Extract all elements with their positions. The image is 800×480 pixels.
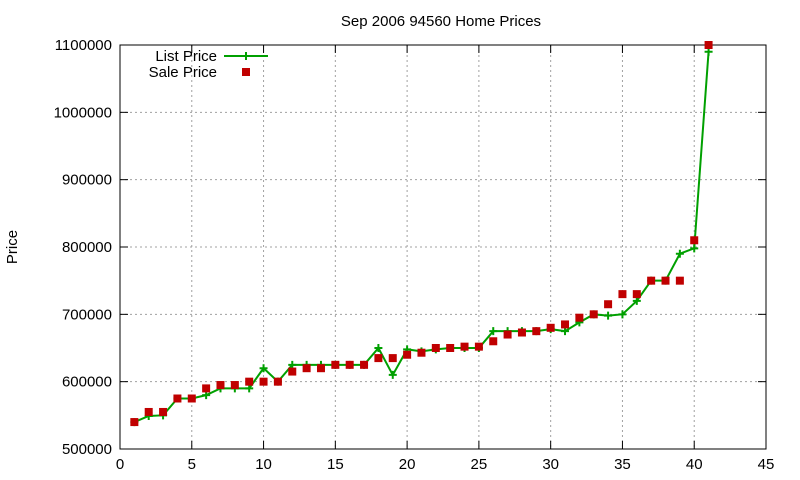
sale-price-point xyxy=(474,342,483,351)
sale-price-point xyxy=(632,290,641,299)
list-price-point xyxy=(202,391,211,400)
x-tick-label: 15 xyxy=(327,456,344,473)
y-tick-label: 500000 xyxy=(62,441,112,458)
sale-price-point xyxy=(144,407,153,416)
sale-price-point xyxy=(546,323,555,332)
y-tick-label: 900000 xyxy=(62,172,112,189)
x-tick-label: 0 xyxy=(116,456,124,473)
list-price-point xyxy=(690,244,699,253)
sale-price-point xyxy=(604,300,613,309)
sale-price-point xyxy=(245,377,254,386)
x-tick-label: 25 xyxy=(471,456,488,473)
y-tick-label: 800000 xyxy=(62,239,112,256)
list-price-point xyxy=(245,384,254,393)
sale-price-point xyxy=(288,367,297,376)
x-tick-label: 35 xyxy=(614,456,631,473)
x-tick-label: 40 xyxy=(686,456,703,473)
sale-price-point xyxy=(460,342,469,351)
sale-price-point xyxy=(374,354,383,363)
sale-price-point xyxy=(446,344,455,352)
sale-price-point xyxy=(489,337,498,346)
axis-ticks xyxy=(119,44,767,450)
sale-price-point xyxy=(417,348,426,357)
list-price-point xyxy=(388,370,397,379)
sale-price-point xyxy=(230,381,239,390)
series-list-price xyxy=(130,47,713,427)
sale-price-point xyxy=(187,394,196,403)
sale-price-point xyxy=(202,384,211,393)
list-price-point xyxy=(489,327,498,336)
list-price-point xyxy=(632,296,641,305)
data-series xyxy=(130,41,713,427)
sale-price-point xyxy=(575,313,584,322)
list-price-point xyxy=(618,310,627,319)
sale-price-point xyxy=(517,328,526,337)
x-axis-tick-labels: 0 5 10 15 20 25 30 35 40 45 xyxy=(116,456,775,473)
y-tick-label: 700000 xyxy=(62,306,112,323)
legend-label-list-price: List Price xyxy=(155,48,217,65)
list-price-point xyxy=(374,344,383,352)
list-price-point xyxy=(259,364,268,373)
sale-price-point xyxy=(403,350,412,359)
y-tick-label: 1000000 xyxy=(54,104,112,121)
list-price-point xyxy=(561,327,570,336)
sale-price-point xyxy=(130,418,139,427)
series-sale-price xyxy=(130,41,713,427)
legend-marker-sale-price xyxy=(242,68,250,76)
legend-marker-list-price xyxy=(242,52,250,60)
sale-price-point xyxy=(431,344,440,352)
list-price-point xyxy=(604,311,613,320)
sale-price-point xyxy=(273,377,282,386)
y-axis-tick-labels: 500000 600000 700000 800000 900000 1000000 110… xyxy=(54,37,112,458)
y-tick-label: 600000 xyxy=(62,374,112,391)
y-axis-label: Price xyxy=(4,230,21,264)
sale-price-point xyxy=(675,276,684,285)
y-tick-label: 1100000 xyxy=(55,37,112,54)
sale-price-point xyxy=(331,360,340,369)
sale-price-point xyxy=(216,381,225,390)
sale-price-point xyxy=(561,320,570,329)
x-tick-label: 30 xyxy=(542,456,559,473)
sale-price-point xyxy=(618,290,627,299)
sale-price-point xyxy=(259,377,268,386)
list-price-point xyxy=(704,47,713,56)
list-price-point xyxy=(288,360,297,369)
legend-label-sale-price: Sale Price xyxy=(149,64,217,81)
x-tick-label: 45 xyxy=(758,456,775,473)
x-tick-label: 5 xyxy=(188,456,196,473)
sale-price-point xyxy=(159,407,168,416)
sale-price-point xyxy=(690,236,699,245)
sale-price-point xyxy=(316,364,325,373)
sale-price-point xyxy=(532,327,541,336)
x-tick-label: 10 xyxy=(255,456,272,473)
x-tick-label: 20 xyxy=(399,456,416,473)
sale-price-point xyxy=(360,360,369,369)
sale-price-point xyxy=(704,41,713,49)
legend: List Price Sale Price xyxy=(149,48,268,81)
list-price-point xyxy=(675,249,684,258)
sale-price-point xyxy=(589,310,598,319)
sale-price-point xyxy=(647,276,656,285)
chart-title: Sep 2006 94560 Home Prices xyxy=(341,13,541,30)
sale-price-point xyxy=(503,330,512,339)
sale-price-point xyxy=(173,394,182,403)
sale-price-point xyxy=(388,354,397,363)
sale-price-point xyxy=(661,276,670,285)
sale-price-point xyxy=(345,360,354,369)
sale-price-point xyxy=(302,364,311,373)
